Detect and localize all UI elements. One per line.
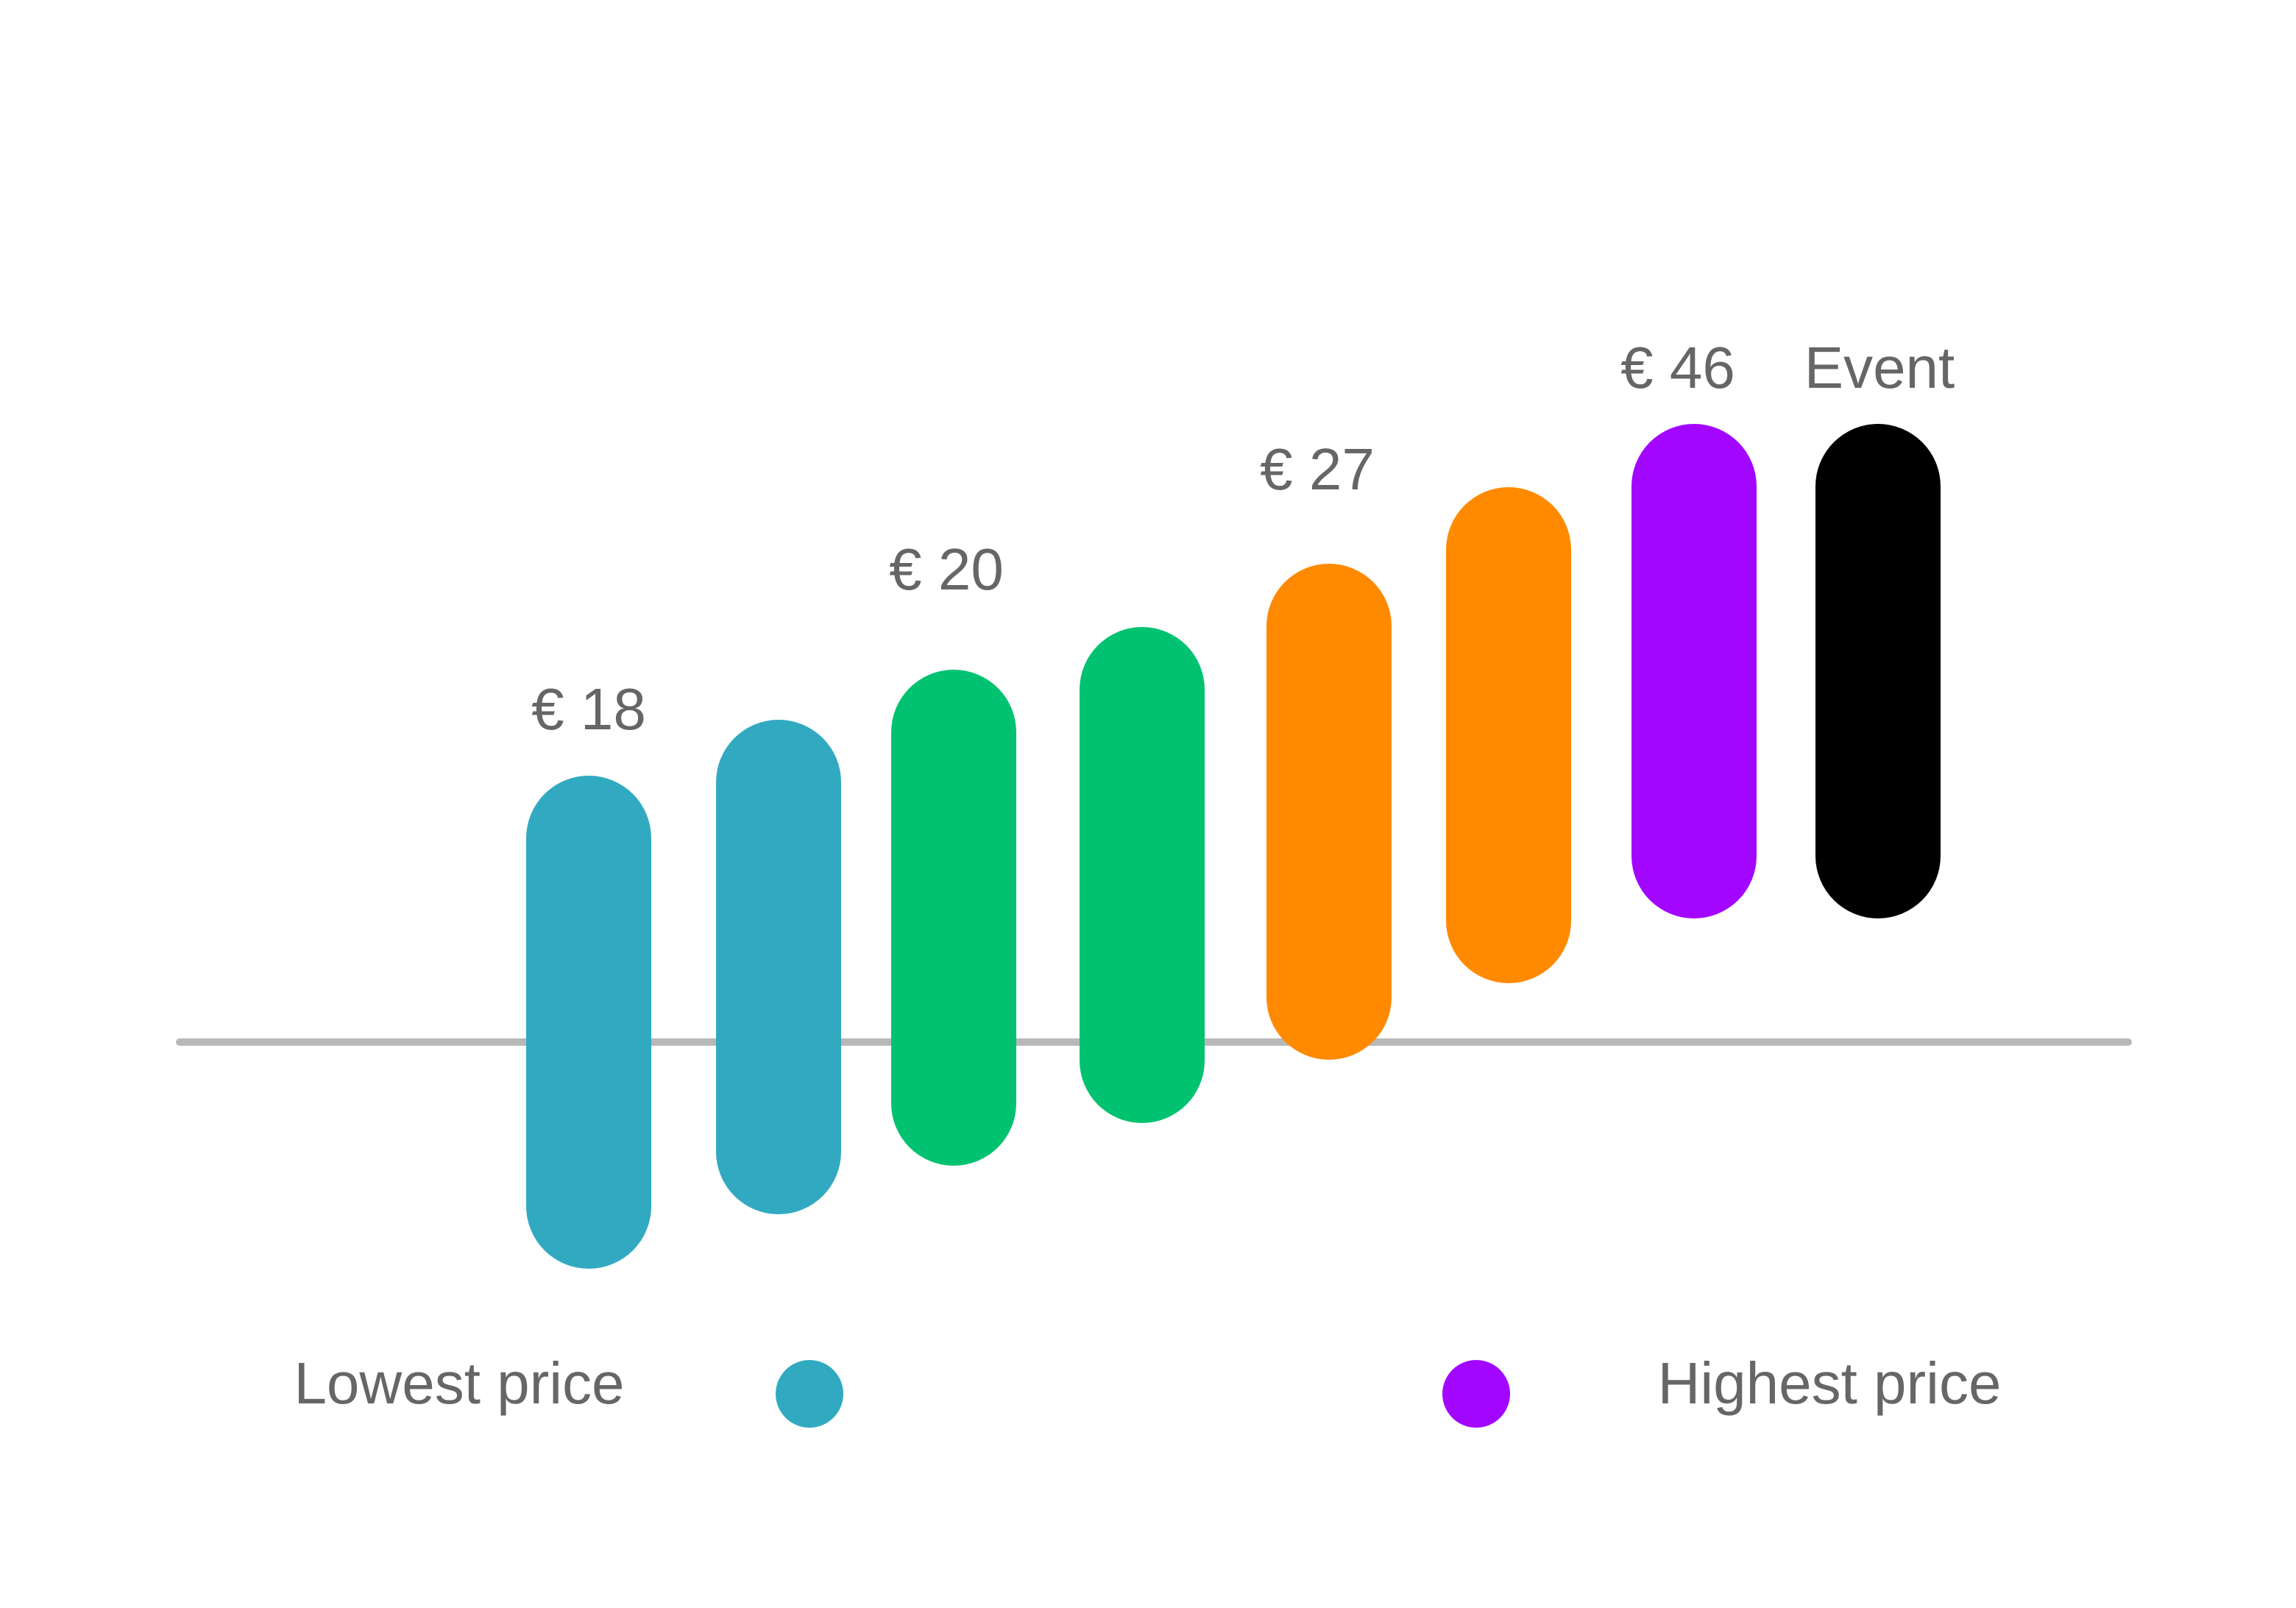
price-pill xyxy=(1631,424,1757,918)
legend-dot-low xyxy=(776,1360,843,1428)
price-pill xyxy=(1815,424,1941,918)
price-label: € 27 xyxy=(1260,436,1375,502)
legend-high: Highest price xyxy=(1658,1350,2002,1416)
price-pill xyxy=(526,776,651,1269)
price-pill xyxy=(1080,627,1205,1123)
legend-dot-high xyxy=(1442,1360,1510,1428)
price-pill xyxy=(1446,487,1571,983)
price-label: € 46 xyxy=(1620,335,1735,400)
price-pill xyxy=(716,720,841,1214)
price-label: € 20 xyxy=(889,536,1004,602)
legend-low: Lowest price xyxy=(294,1350,624,1416)
price-pill xyxy=(1266,564,1392,1060)
pills: € 18 € 20 € 27 € 46 Event xyxy=(526,335,1955,1269)
price-label: Event xyxy=(1804,335,1955,400)
price-pill xyxy=(891,670,1016,1166)
price-label: € 18 xyxy=(531,676,646,742)
